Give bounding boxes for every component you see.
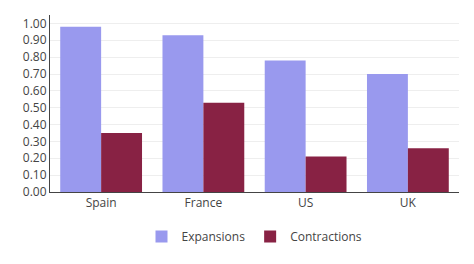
- svg-text:0.90: 0.90: [23, 31, 47, 48]
- svg-text:Contractions: Contractions: [290, 228, 362, 245]
- svg-text:0.60: 0.60: [23, 82, 47, 99]
- svg-text:0.40: 0.40: [23, 116, 47, 133]
- svg-text:0.50: 0.50: [23, 99, 47, 116]
- svg-text:0.30: 0.30: [23, 133, 47, 150]
- svg-text:UK: UK: [400, 194, 417, 211]
- svg-text:0.20: 0.20: [23, 149, 47, 166]
- svg-text:Expansions: Expansions: [182, 228, 246, 245]
- svg-text:0.00: 0.00: [23, 183, 47, 200]
- svg-text:0.70: 0.70: [23, 65, 47, 82]
- svg-text:1.00: 1.00: [23, 15, 47, 32]
- svg-text:France: France: [185, 194, 223, 211]
- svg-text:0.80: 0.80: [23, 48, 47, 65]
- svg-text:0.10: 0.10: [23, 166, 47, 183]
- svg-text:US: US: [298, 194, 313, 211]
- svg-text:Spain: Spain: [86, 194, 117, 211]
